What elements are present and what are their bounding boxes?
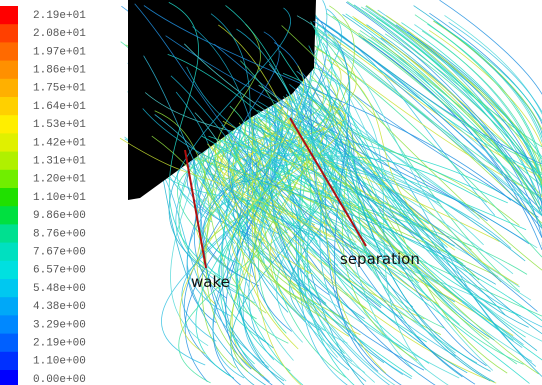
colorbar-swatch: [0, 170, 18, 189]
colorbar-label: 2.19e+01: [33, 10, 86, 22]
colorbar-label: 1.10e+01: [33, 192, 86, 204]
colorbar-label: 8.76e+00: [33, 228, 86, 240]
colorbar-label: 4.38e+00: [33, 301, 86, 313]
flow-visualization: 2.19e+01 2.08e+01 1.97e+01 1.86e+01 1.75e+01…: [0, 0, 542, 385]
colorbar-swatch: [0, 152, 18, 171]
colorbar-swatch: [0, 370, 18, 385]
colorbar-label: 1.20e+01: [33, 174, 86, 186]
colorbar-label: 3.29e+00: [33, 319, 86, 331]
colorbar-swatch: [0, 334, 18, 353]
colorbar-label: 1.64e+01: [33, 101, 86, 113]
colorbar-swatch: [0, 224, 18, 243]
colorbar-swatch: [0, 188, 18, 207]
colorbar-label: 2.19e+00: [33, 338, 86, 350]
colorbar-label: 1.53e+01: [33, 119, 86, 131]
colorbar-label: 2.08e+01: [33, 28, 86, 40]
colorbar-label: 1.42e+01: [33, 137, 86, 149]
colorbar-swatch: [0, 115, 18, 134]
colorbar-swatch: [0, 297, 18, 316]
colorbar-swatch: [0, 206, 18, 225]
screenshot: 2.19e+01 2.08e+01 1.97e+01 1.86e+01 1.75e+01…: [0, 0, 542, 385]
colorbar-swatch: [0, 24, 18, 43]
colorbar-label: 1.75e+01: [33, 83, 86, 95]
colorbar-label: 1.31e+01: [33, 156, 86, 168]
colorbar-swatch: [0, 243, 18, 262]
separation-label: separation: [340, 250, 420, 268]
colorbar-label: 9.86e+00: [33, 210, 86, 222]
colorbar-label: 1.86e+01: [33, 65, 86, 77]
colorbar-swatch: [0, 261, 18, 280]
colorbar-label: 6.57e+00: [33, 265, 86, 277]
colorbar-label: 0.00e+00: [33, 374, 86, 385]
colorbar-swatch: [0, 79, 18, 98]
colorbar-swatch: [0, 315, 18, 334]
wake-label: wake: [191, 273, 230, 291]
colorbar-swatch: [0, 6, 18, 25]
colorbar-label: 1.10e+00: [33, 356, 86, 368]
colorbar-swatch: [0, 42, 18, 61]
colorbar-swatch: [0, 97, 18, 116]
colorbar-label: 5.48e+00: [33, 283, 86, 295]
colorbar-swatch: [0, 133, 18, 152]
colorbar-label: 1.97e+01: [33, 46, 86, 58]
colorbar-swatch: [0, 279, 18, 298]
colorbar-swatch: [0, 352, 18, 371]
colorbar-label: 7.67e+00: [33, 247, 86, 259]
colorbar: 2.19e+01 2.08e+01 1.97e+01 1.86e+01 1.75e+01…: [0, 6, 86, 385]
colorbar-swatch: [0, 61, 18, 80]
